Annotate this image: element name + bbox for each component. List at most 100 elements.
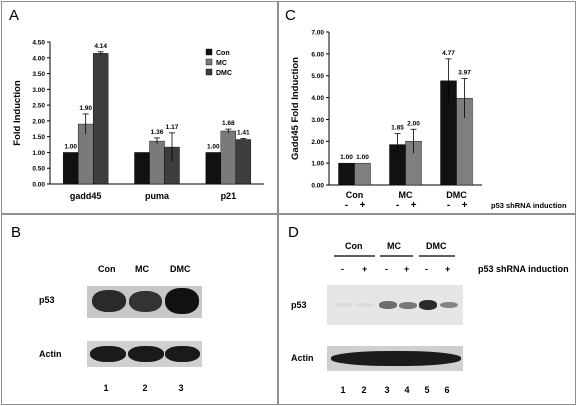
legend-label-MC: MC bbox=[216, 60, 227, 67]
x-tick-label-MC: MC bbox=[399, 190, 413, 200]
blot-b-p53-band-3 bbox=[165, 288, 199, 314]
y-tick-label-6: 6.00 bbox=[311, 51, 324, 58]
panel-b: B Con MC DMC p53 Actin 1 2 3 bbox=[1, 214, 278, 405]
x-tick-label-p21: p21 bbox=[221, 191, 237, 201]
data-label-gadd45-MC: 1.90 bbox=[79, 105, 92, 112]
bar-p21-DMC bbox=[235, 139, 252, 185]
legend-label-DMC: DMC bbox=[216, 70, 232, 77]
bar-puma-MC bbox=[149, 140, 165, 185]
panel-d-label: D bbox=[288, 224, 299, 241]
y-tick-label-4: 2.00 bbox=[32, 118, 45, 125]
shrna-label: p53 shRNA induction bbox=[491, 201, 567, 210]
panel-d: D Con MC DMC - + - + - + p53 shRNA induc… bbox=[278, 214, 576, 405]
bar-puma-Con bbox=[134, 152, 150, 185]
blot-d-group-mc: MC bbox=[387, 241, 401, 251]
blot-d-lane-2: 2 bbox=[361, 385, 367, 395]
blot-d-group-con: Con bbox=[345, 241, 363, 251]
blot-b-group-dmc: DMC bbox=[170, 264, 191, 274]
y-tick-label-9: 4.50 bbox=[32, 40, 45, 47]
blot-b-lane-1: 1 bbox=[103, 383, 109, 393]
panel-b-label: B bbox=[11, 224, 22, 241]
y-tick-label-0: 0.00 bbox=[32, 182, 45, 189]
y-tick-label-2: 2.00 bbox=[311, 139, 324, 146]
blot-d-sign-3: - bbox=[385, 264, 388, 274]
blot-b-lane-3: 3 bbox=[178, 383, 184, 393]
bar-Con-0 bbox=[338, 162, 355, 186]
shrna-sign-2: - bbox=[396, 200, 399, 211]
blot-d-sign-4: + bbox=[404, 264, 410, 274]
y-tick-label-7: 7.00 bbox=[311, 30, 324, 37]
y-tick-label-8: 4.00 bbox=[32, 55, 45, 62]
y-tick-label-3: 1.50 bbox=[32, 134, 45, 141]
data-label-gadd45-DMC: 4.14 bbox=[94, 43, 107, 50]
legend-swatch-MC bbox=[205, 58, 213, 66]
blot-d-lane-3: 3 bbox=[384, 385, 390, 395]
shrna-sign-4: - bbox=[447, 200, 450, 211]
data-label-p21-Con: 1.00 bbox=[207, 143, 220, 150]
y-axis-label: Fold Induction bbox=[12, 80, 23, 146]
y-tick-label-6: 3.00 bbox=[32, 87, 45, 94]
y-tick-label-1: 1.00 bbox=[311, 161, 324, 168]
bar-Con-1 bbox=[354, 162, 371, 186]
blot-b-group-mc: MC bbox=[135, 264, 149, 274]
blot-b-actin-band-3 bbox=[165, 346, 200, 362]
y-axis-label: Gadd45 Fold Induction bbox=[290, 57, 301, 160]
y-tick-label-0: 0.00 bbox=[311, 183, 324, 190]
data-label-gadd45-Con: 1.00 bbox=[64, 143, 77, 150]
blot-d-p53-band-1 bbox=[335, 302, 353, 308]
data-label-DMC-1: 3.97 bbox=[458, 70, 471, 77]
blot-d-p53-band-4 bbox=[399, 301, 417, 309]
blot-d-lane-6: 6 bbox=[444, 385, 450, 395]
blot-d-p53-band-6 bbox=[440, 301, 458, 309]
legend-label-Con: Con bbox=[216, 50, 230, 57]
legend-swatch-Con bbox=[205, 48, 213, 56]
blot-d-group-dmc: DMC bbox=[426, 241, 447, 251]
blot-d-sign-2: + bbox=[362, 264, 368, 274]
bar-p21-MC bbox=[220, 130, 237, 185]
blot-b-group-con: Con bbox=[98, 264, 116, 274]
blot-d-row-actin: Actin bbox=[291, 353, 314, 363]
blot-d-lane-5: 5 bbox=[424, 385, 430, 395]
bar-gadd45-Con bbox=[62, 152, 79, 185]
blot-d-sign-1: - bbox=[341, 264, 344, 274]
data-label-Con-0: 1.00 bbox=[340, 154, 353, 161]
blot-d-p53-band-3 bbox=[379, 301, 397, 309]
blot-b-actin-band-1 bbox=[90, 346, 126, 362]
bar-p21-Con bbox=[205, 152, 222, 185]
blot-b-p53-band-2 bbox=[129, 291, 162, 312]
panel-c-label: C bbox=[285, 7, 296, 24]
chart-c: 0.00 1.00 2.00 3.00 4.00 5.00 6.00 7.00 Gadd45 F… bbox=[290, 30, 567, 212]
blot-d-sign-5: - bbox=[425, 264, 428, 274]
y-tick-label-4: 4.00 bbox=[311, 95, 324, 102]
blot-d-row-p53: p53 bbox=[291, 300, 307, 310]
blot-b-p53-band-1 bbox=[92, 290, 126, 312]
blot-d-p53-band-5 bbox=[419, 300, 437, 310]
bar-gadd45-DMC bbox=[92, 53, 109, 185]
data-label-Con-1: 1.00 bbox=[356, 154, 369, 161]
blot-d-actin-band bbox=[331, 351, 461, 366]
y-tick-label-2: 1.00 bbox=[32, 150, 45, 157]
x-tick-label-Con: Con bbox=[346, 190, 364, 200]
panel-a-label: A bbox=[9, 7, 20, 24]
blot-b-lane-2: 2 bbox=[142, 383, 148, 393]
shrna-sign-3: + bbox=[411, 200, 417, 211]
data-label-p21-MC: 1.68 bbox=[222, 120, 235, 127]
blot-b-row-actin: Actin bbox=[39, 349, 62, 359]
data-label-p21-DMC: 1.41 bbox=[237, 130, 250, 137]
x-tick-label-puma: puma bbox=[145, 191, 170, 201]
x-tick-label-gadd45: gadd45 bbox=[70, 191, 102, 201]
legend-swatch-DMC bbox=[205, 68, 213, 76]
y-tick-label-1: 0.50 bbox=[32, 166, 45, 173]
y-tick-label-5: 5.00 bbox=[311, 73, 324, 80]
shrna-sign-5: + bbox=[462, 200, 468, 211]
blot-b-p53-strip bbox=[87, 286, 202, 318]
blot-d-p53-band-2 bbox=[356, 302, 374, 308]
panel-c: C 0.00 1.00 2.00 3.00 4.00 5.00 6.00 7.00 Gadd45… bbox=[278, 1, 576, 214]
blot-d-lane-1: 1 bbox=[340, 385, 346, 395]
data-label-DMC-0: 4.77 bbox=[442, 50, 455, 57]
blot-b-actin-band-2 bbox=[128, 346, 164, 362]
y-tick-label-7: 3.50 bbox=[32, 71, 45, 78]
data-label-puma-DMC: 1.17 bbox=[166, 124, 179, 131]
blot-d-group-underlines bbox=[334, 255, 455, 257]
shrna-sign-0: - bbox=[345, 200, 348, 211]
